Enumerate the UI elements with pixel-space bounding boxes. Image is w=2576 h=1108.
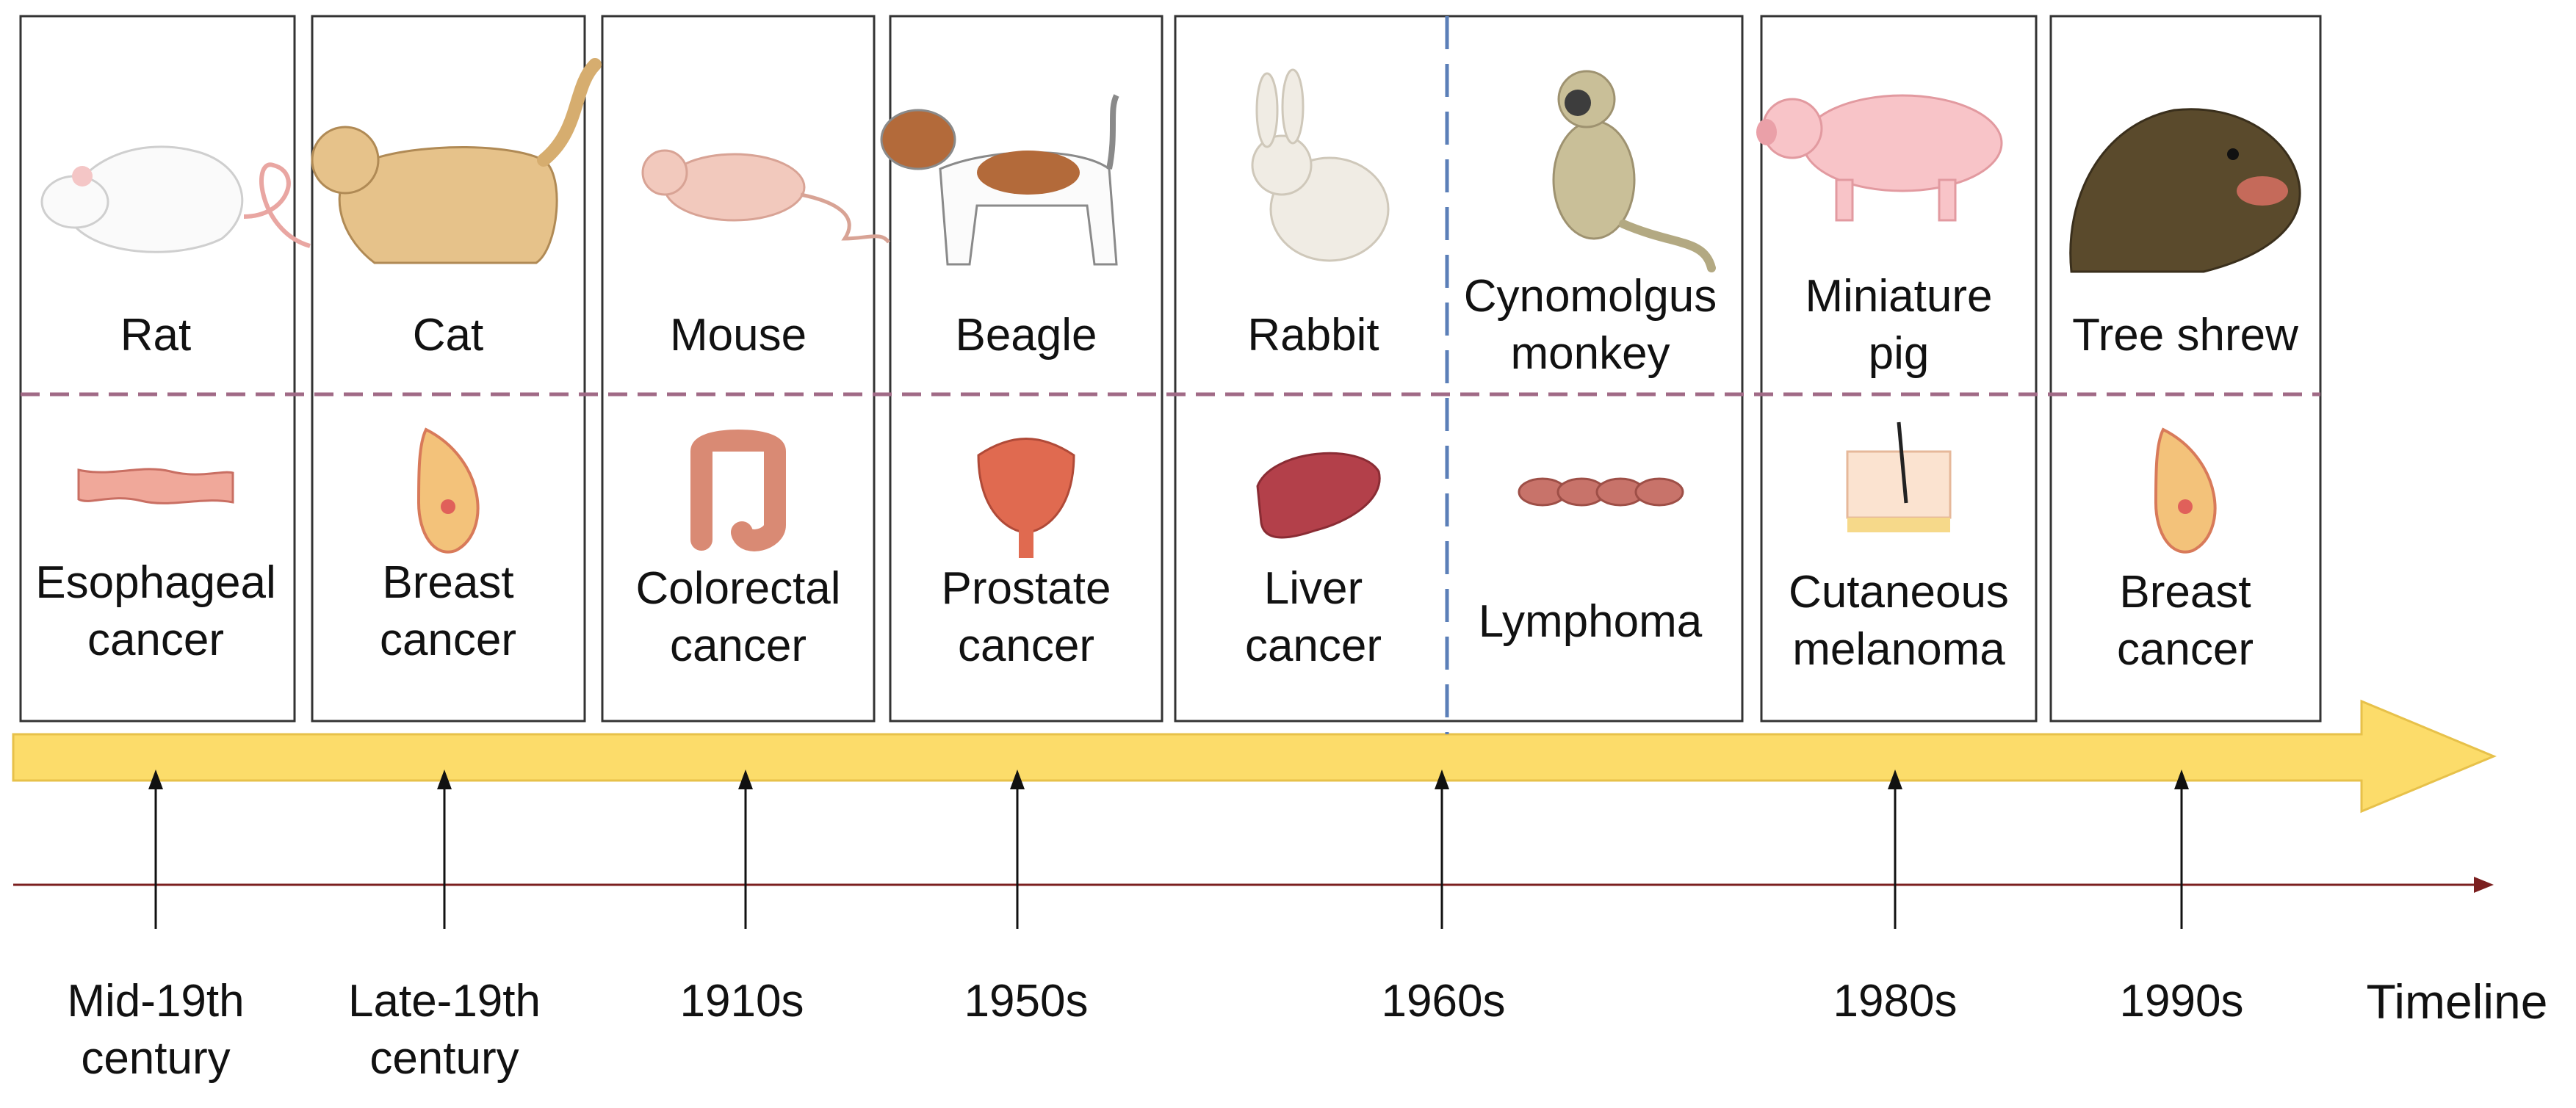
rat-tail — [243, 162, 311, 248]
esophagus-shape — [77, 468, 234, 504]
period-label-7: 1990s — [2119, 976, 2244, 1026]
animal-label-4: Beagle — [955, 310, 1097, 361]
period-label-4: 1950s — [964, 976, 1089, 1026]
animal-label-5: Rabbit — [1247, 310, 1379, 361]
icons-layer — [40, 58, 2301, 558]
period-label-6: 1980s — [1833, 976, 1958, 1026]
cat-body — [338, 146, 558, 264]
period-tick-arrowhead — [148, 770, 163, 789]
pig-snout — [1756, 119, 1777, 145]
mouse-head — [641, 149, 688, 196]
period-label-1: Mid-19th century — [67, 976, 245, 1084]
mouse-icon — [641, 149, 891, 244]
skin-layer — [1846, 450, 1952, 519]
animal-label-7: Miniature pig — [1805, 271, 1993, 379]
mouse-tail — [800, 192, 891, 244]
monkey-face — [1565, 90, 1591, 116]
cancer-label-8: Breast cancer — [2116, 567, 2254, 675]
rat-body — [66, 145, 244, 253]
beagle-tail — [1106, 94, 1119, 170]
rat-head — [40, 175, 109, 229]
cancer-label-4: Prostate cancer — [941, 563, 1111, 671]
baseline-arrowhead — [2474, 877, 2494, 893]
rabbit-ear — [1255, 72, 1279, 148]
breast-shape — [2154, 427, 2217, 554]
prostate-icon — [977, 438, 1075, 558]
rabbit-icon — [1251, 68, 1390, 262]
skin-icon — [1846, 421, 1952, 532]
period-tick-arrowhead — [1888, 770, 1902, 789]
period-label-5: 1960s — [1381, 976, 1506, 1026]
shrew-mouth — [2237, 176, 2288, 206]
pig-body — [1802, 94, 2003, 192]
breast-icon — [2154, 427, 2217, 554]
beagle-icon — [880, 94, 1119, 266]
rat-icon — [40, 145, 311, 253]
lymph-vessel-icon — [1518, 477, 1684, 507]
animal-label-1: Rat — [120, 310, 192, 361]
period-tick-arrowhead — [437, 770, 452, 789]
liver-shape — [1256, 452, 1381, 539]
breast-shape — [416, 427, 480, 554]
animal-label-6: Cynomolgus monkey — [1463, 271, 1717, 379]
monkey-tail — [1619, 220, 1716, 272]
cancer-label-2: Breast cancer — [379, 557, 517, 665]
animal-label-2: Cat — [412, 310, 484, 361]
shrew-eye — [2227, 148, 2239, 160]
cat-tail — [537, 58, 602, 167]
panel-box-3 — [601, 15, 876, 723]
rabbit-head — [1251, 134, 1313, 196]
pig-leg — [1835, 178, 1854, 222]
cancer-label-6: Lymphoma — [1478, 596, 1703, 647]
rabbit-ear — [1281, 68, 1305, 145]
cancer-label-7: Cutaneous melanoma — [1789, 567, 2009, 675]
breast-icon — [416, 427, 480, 554]
prostate-urethra — [1019, 529, 1033, 558]
timeline-arrow — [12, 699, 2497, 814]
cancer-label-3: Colorectal cancer — [635, 563, 841, 671]
rat-ear — [72, 166, 93, 187]
cat-head — [311, 126, 380, 195]
skin-hair — [1897, 421, 1908, 504]
lymph-node — [1634, 477, 1684, 507]
colon-shape — [690, 430, 786, 551]
period-tick-arrowhead — [1010, 770, 1025, 789]
tree-shrew-icon — [2069, 108, 2301, 273]
pig-icon — [1756, 94, 2003, 222]
period-tick-arrowhead — [2174, 770, 2189, 789]
animal-label-3: Mouse — [669, 310, 807, 361]
colon-icon — [690, 430, 786, 551]
liver-icon — [1256, 452, 1381, 539]
period-label-3: 1910s — [679, 976, 804, 1026]
breast-nipple — [441, 499, 455, 514]
pig-leg — [1938, 178, 1957, 222]
breast-nipple — [2178, 499, 2193, 514]
cat-icon — [311, 58, 602, 264]
esophagus-icon — [77, 468, 234, 504]
beagle-patch — [977, 151, 1080, 195]
timeline-label: Timeline — [2366, 974, 2548, 1029]
panel-box-1 — [19, 15, 296, 723]
animal-label-8: Tree shrew — [2072, 310, 2298, 361]
period-tick-arrowhead — [1435, 770, 1449, 789]
cancer-label-5: Liver cancer — [1244, 563, 1382, 671]
axis-layer — [12, 16, 2497, 929]
monkey-icon — [1552, 70, 1716, 272]
beagle-head — [880, 109, 956, 170]
prostate-shape — [977, 438, 1075, 534]
shrew-body — [2069, 108, 2301, 273]
skin-fat — [1847, 518, 1950, 532]
period-label-2: Late-19th century — [348, 976, 541, 1084]
cancer-label-1: Esophageal cancer — [35, 557, 276, 665]
period-tick-arrowhead — [738, 770, 753, 789]
